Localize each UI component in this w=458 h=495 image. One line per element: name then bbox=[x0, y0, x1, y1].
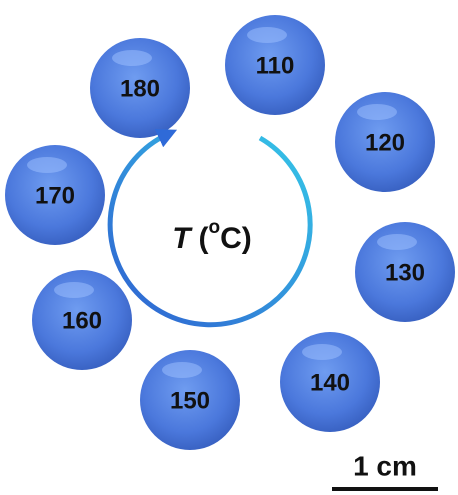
symbol: T bbox=[172, 222, 193, 255]
node-label: 110 bbox=[256, 52, 295, 79]
highlight bbox=[27, 157, 67, 173]
highlight bbox=[357, 104, 397, 120]
scale-label: 1 cm bbox=[353, 450, 417, 481]
node-label: 130 bbox=[385, 259, 425, 286]
highlight bbox=[162, 362, 202, 378]
highlight bbox=[247, 27, 287, 43]
unit: C) bbox=[220, 222, 252, 255]
node-label: 140 bbox=[310, 369, 350, 396]
highlight bbox=[54, 282, 94, 298]
node-label: 180 bbox=[120, 75, 160, 102]
center-label: T(oC) bbox=[172, 217, 252, 255]
node-label: 160 bbox=[62, 307, 102, 334]
node-label: 170 bbox=[35, 182, 75, 209]
highlight bbox=[377, 234, 417, 250]
node-label: 150 bbox=[170, 387, 210, 414]
node-label: 120 bbox=[365, 129, 405, 156]
superscript: o bbox=[209, 217, 221, 238]
highlight bbox=[112, 50, 152, 66]
paren: ( bbox=[199, 222, 209, 255]
figure: 110 120 130 140 150 160 170 180 T(oC) 1 cm bbox=[0, 0, 458, 495]
highlight bbox=[302, 344, 342, 360]
